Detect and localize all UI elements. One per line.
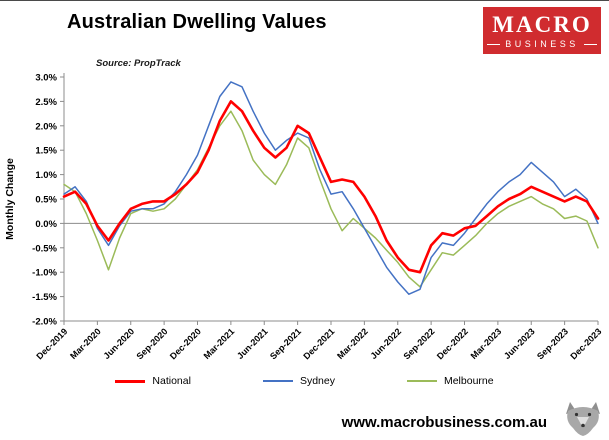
x-tick-label: Dec-2021 xyxy=(301,326,336,361)
national-legend-line xyxy=(115,379,146,383)
logo-rule-right xyxy=(583,43,597,45)
x-tick-label: Sep-2020 xyxy=(135,326,170,361)
dwelling-values-line-chart: 3.0% 2.5% 2.0% 1.5% 1.0% 0.5% 0.0% -0.5% -1.0% -1… xyxy=(4,73,603,362)
legend-item-melbourne: Melbourne xyxy=(406,375,494,387)
x-tick-label: Mar-2020 xyxy=(68,326,103,361)
series-line-sydney xyxy=(63,81,599,295)
series-line-national xyxy=(62,100,600,274)
y-tick-label: 0.5% xyxy=(35,195,57,206)
y-tick-label: -1.5% xyxy=(32,292,57,303)
sydney-legend-line xyxy=(262,380,293,382)
melbourne-legend-line xyxy=(406,380,437,382)
chart-legend: National Sydney Melbourne xyxy=(0,375,609,387)
x-tick-label: Dec-2023 xyxy=(568,326,603,361)
x-tick-label: Dec-2019 xyxy=(34,326,69,361)
x-tick-label: Mar-2022 xyxy=(335,326,370,361)
source-note: Source: PropTrack xyxy=(96,58,181,69)
logo-macro-text: MACRO xyxy=(492,11,592,37)
website-url: www.macrobusiness.com.au xyxy=(341,414,547,431)
x-tick-label: Sep-2022 xyxy=(402,326,437,361)
y-tick-label: 2.5% xyxy=(35,97,57,108)
x-tick-label: Mar-2021 xyxy=(202,326,237,361)
y-tick-label: 0.0% xyxy=(35,219,57,230)
y-axis-title: Monthly Change xyxy=(4,158,16,240)
x-tick-label: Mar-2023 xyxy=(469,326,504,361)
x-tick-label: Jun-2023 xyxy=(502,326,537,361)
y-tick-label: 1.0% xyxy=(35,170,57,181)
y-tick-label: -2.0% xyxy=(32,317,57,328)
wolf-logo-icon xyxy=(566,402,600,436)
logo-business-row: BUSINESS xyxy=(487,38,597,49)
logo-rule-left xyxy=(487,43,501,45)
x-tick-label: Jun-2021 xyxy=(235,326,270,361)
x-tick-label: Sep-2021 xyxy=(268,326,303,361)
macrobusiness-logo: MACRO BUSINESS xyxy=(483,7,601,54)
legend-item-sydney: Sydney xyxy=(262,375,335,387)
legend-item-national: National xyxy=(115,375,191,387)
x-tick-label: Dec-2022 xyxy=(435,326,470,361)
x-tick-label: Dec-2020 xyxy=(168,326,203,361)
legend-label-national: National xyxy=(152,375,191,387)
y-tick-label: 3.0% xyxy=(35,73,57,84)
logo-business-text: BUSINESS xyxy=(505,38,579,49)
legend-label-sydney: Sydney xyxy=(299,375,335,387)
y-tick-label: -0.5% xyxy=(32,243,57,254)
y-tick-label: -1.0% xyxy=(32,268,57,279)
series-line-melbourne xyxy=(63,110,599,288)
legend-label-melbourne: Melbourne xyxy=(443,375,494,387)
y-tick-label: 1.5% xyxy=(35,146,57,157)
page-title: Australian Dwelling Values xyxy=(67,11,327,33)
x-tick-label: Jun-2020 xyxy=(101,326,136,361)
x-tick-label: Jun-2022 xyxy=(368,326,403,361)
x-tick-label: Sep-2023 xyxy=(535,326,570,361)
y-tick-label: 2.0% xyxy=(35,121,57,132)
